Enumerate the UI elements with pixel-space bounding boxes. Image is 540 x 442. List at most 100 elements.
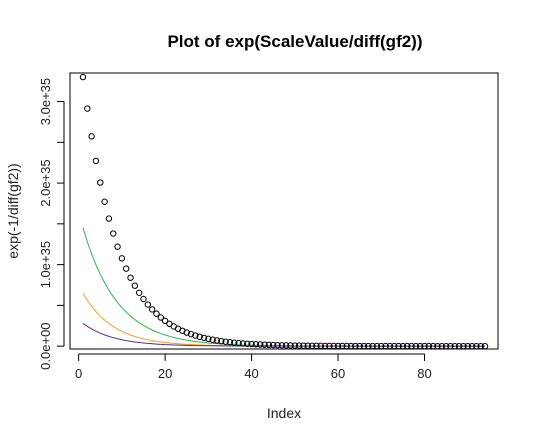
data-point (313, 342, 320, 350)
data-point (416, 342, 424, 350)
data-point (421, 342, 428, 350)
y-axis-label: exp(-1/diff(gf2)) (5, 163, 21, 258)
data-point (205, 335, 212, 343)
data-point (239, 340, 247, 347)
data-point (291, 342, 299, 349)
data-point (261, 341, 268, 348)
data-point (140, 295, 147, 303)
data-point (382, 342, 389, 350)
y-tick-label: 0.0e+00 (38, 322, 53, 369)
x-axis-label: Index (267, 405, 301, 421)
data-point (79, 73, 87, 81)
data-point (356, 342, 363, 350)
data-point (114, 243, 121, 250)
data-point (300, 342, 307, 349)
data-point (455, 342, 463, 350)
data-point (464, 342, 471, 350)
data-point (153, 310, 160, 317)
data-point (148, 306, 156, 313)
data-point (183, 329, 190, 336)
data-point (438, 342, 445, 350)
data-point (326, 342, 333, 350)
data-point (295, 342, 303, 349)
data-point (84, 105, 91, 112)
data-point (412, 342, 420, 350)
data-point (391, 342, 398, 350)
data-point (308, 342, 316, 349)
data-point (101, 198, 108, 205)
x-tick-label: 80 (417, 366, 431, 381)
y-tick-label: 2.0e+35 (38, 159, 53, 206)
data-point (434, 342, 441, 350)
data-point (447, 342, 454, 350)
data-point (399, 342, 407, 350)
series-line-2 (82, 292, 486, 347)
x-tick-label: 40 (244, 366, 258, 381)
data-point (386, 342, 394, 350)
data-point (442, 342, 450, 350)
series-lines (82, 227, 486, 347)
y-axis: 0.0e+00 1.0e+35 2.0e+35 3.0e+35 (38, 78, 65, 370)
data-point (378, 342, 385, 350)
series-line-3 (82, 322, 486, 347)
data-point (248, 340, 255, 348)
data-point (196, 333, 203, 340)
chart-title: Plot of exp(ScaleValue/diff(gf2)) (167, 32, 422, 51)
data-point (144, 301, 152, 308)
y-tick-label: 3.0e+35 (38, 78, 53, 125)
data-point (369, 342, 376, 350)
data-point (235, 339, 242, 347)
data-point (218, 337, 225, 345)
data-point (352, 342, 359, 350)
data-point (404, 342, 411, 350)
data-point (278, 342, 286, 349)
data-point (252, 341, 260, 348)
data-point (187, 330, 195, 338)
data-point (269, 341, 277, 349)
data-point (481, 342, 489, 350)
data-point (343, 342, 350, 350)
data-point (265, 341, 273, 349)
x-tick-label: 60 (331, 366, 345, 381)
x-axis: 0 20 40 60 80 (75, 353, 432, 381)
data-point (304, 342, 311, 349)
data-point (88, 133, 95, 140)
data-point (287, 342, 294, 349)
data-point (473, 342, 480, 350)
data-point (395, 342, 402, 350)
data-point (321, 342, 329, 350)
x-tick-label: 0 (75, 366, 82, 381)
data-point (330, 342, 337, 350)
data-point (373, 342, 381, 350)
data-point (105, 215, 113, 222)
data-point (222, 338, 229, 345)
series-line-1 (82, 227, 486, 347)
data-point (408, 342, 415, 350)
data-point (451, 342, 458, 350)
data-point (213, 337, 221, 344)
data-point (226, 339, 234, 346)
data-point (110, 230, 117, 237)
data-point (317, 342, 324, 350)
data-point (360, 342, 368, 350)
data-point (334, 342, 342, 350)
data-point (157, 314, 164, 321)
series-points (79, 73, 489, 350)
data-point (244, 340, 251, 347)
data-point (209, 336, 216, 343)
data-point (282, 342, 290, 349)
data-point (231, 339, 238, 346)
data-point (347, 342, 355, 350)
data-point (123, 265, 130, 272)
data-point (127, 274, 134, 281)
data-point (257, 341, 264, 348)
data-point (135, 289, 143, 296)
data-point (118, 255, 126, 262)
data-point (425, 342, 433, 350)
plot-frame (69, 72, 499, 350)
data-point (477, 342, 484, 350)
data-point (192, 332, 199, 339)
data-point (365, 342, 372, 350)
data-point (92, 157, 100, 165)
